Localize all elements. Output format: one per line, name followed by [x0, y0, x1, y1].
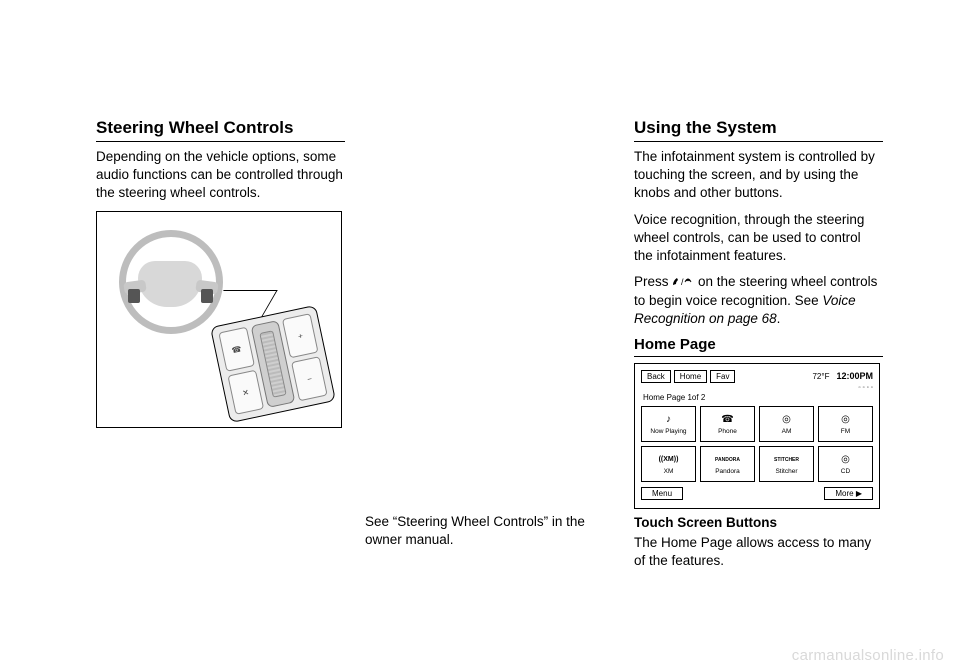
voice-phone-icon: / [672, 276, 694, 287]
touch-screen-buttons-label: Touch Screen Buttons [634, 515, 883, 530]
app-label: Pandora [715, 468, 740, 475]
note-icon: ♪ [661, 413, 677, 427]
inset-btn-vol-down-icon: − [291, 356, 327, 401]
app-label: XM [664, 468, 674, 475]
screen-menu-button: Menu [641, 487, 683, 500]
page-layout: Steering Wheel Controls Depending on the… [0, 0, 960, 578]
antenna-icon: ◎ [838, 413, 854, 427]
app-fm: ◎FM [818, 406, 873, 442]
see-owner-manual-text: See “Steering Wheel Controls” in the own… [365, 513, 614, 549]
app-cd: ◎CD [818, 446, 873, 482]
steering-intro-text: Depending on the vehicle options, some a… [96, 148, 345, 203]
app-label: Stitcher [775, 468, 797, 475]
control-inset: ☎ + ✕ − [210, 304, 336, 422]
column-2: See “Steering Wheel Controls” in the own… [365, 118, 614, 578]
phone-icon: ☎ [720, 413, 736, 427]
antenna-icon: ◎ [779, 413, 795, 427]
inset-btn-cancel-icon: ✕ [227, 369, 263, 414]
screen-time: 12:00PM [836, 371, 873, 381]
section-title-steering: Steering Wheel Controls [96, 118, 345, 142]
app-label: AM [782, 428, 792, 435]
svg-text:/: / [681, 277, 684, 287]
app-phone: ☎Phone [700, 406, 755, 442]
status-icon: ▫ [871, 385, 873, 391]
using-system-p2: Voice recognition, through the steering … [634, 211, 883, 266]
using-system-p1: The infotainment system is controlled by… [634, 148, 883, 203]
status-icon: ▫ [867, 385, 869, 391]
wheel-control-right-icon [201, 289, 213, 303]
pandora-icon: PANDORA [720, 453, 736, 467]
screen-app-grid: ♪Now Playing ☎Phone ◎AM ◎FM ((XM))XM PAN… [641, 406, 873, 482]
p3-period: . [777, 311, 781, 326]
app-label: FM [841, 428, 850, 435]
section-title-using-system: Using the System [634, 118, 883, 142]
home-page-screenshot: Back Home Fav 72°F 12:00PM ▫ ▫ ▫ ▫ Home … [634, 363, 880, 509]
app-label: Now Playing [650, 428, 686, 435]
steering-wheel-illustration: ☎ + ✕ − [96, 211, 342, 428]
watermark-text: carmanualsonline.info [792, 647, 944, 664]
p3-a: Press [634, 274, 672, 289]
inset-btn-phone-icon: ☎ [218, 326, 254, 371]
screen-bottom-bar: Menu More ▶ [641, 487, 873, 500]
wheel-hub-icon [138, 261, 202, 307]
column-1: Steering Wheel Controls Depending on the… [96, 118, 345, 578]
screen-status-icons: ▫ ▫ ▫ ▫ [641, 385, 873, 391]
home-page-access-text: The Home Page allows access to many of t… [634, 534, 883, 570]
status-icon: ▫ [858, 385, 860, 391]
screen-fav-button: Fav [710, 370, 735, 383]
screen-top-bar: Back Home Fav 72°F 12:00PM [641, 370, 873, 383]
subsection-home-page: Home Page [634, 336, 883, 357]
app-stitcher: STITCHERStitcher [759, 446, 814, 482]
column-3: Using the System The infotainment system… [634, 118, 883, 578]
wheel-control-left-icon [128, 289, 140, 303]
app-now-playing: ♪Now Playing [641, 406, 696, 442]
screen-more-button: More ▶ [824, 487, 873, 500]
app-label: Phone [718, 428, 737, 435]
stitcher-icon: STITCHER [779, 453, 795, 467]
column-2-spacer [365, 118, 614, 513]
screen-temperature: 72°F [812, 372, 829, 381]
disc-icon: ◎ [838, 453, 854, 467]
app-label: CD [841, 468, 850, 475]
screen-back-button: Back [641, 370, 671, 383]
inset-btn-vol-up-icon: + [282, 313, 318, 358]
app-am: ◎AM [759, 406, 814, 442]
xm-icon: ((XM)) [661, 453, 677, 467]
app-pandora: PANDORAPandora [700, 446, 755, 482]
screen-page-indicator: Home Page 1of 2 [643, 393, 873, 402]
using-system-p3: Press / on the steering wheel controls t… [634, 273, 883, 328]
app-xm: ((XM))XM [641, 446, 696, 482]
screen-home-button: Home [674, 370, 707, 383]
status-icon: ▫ [863, 385, 865, 391]
